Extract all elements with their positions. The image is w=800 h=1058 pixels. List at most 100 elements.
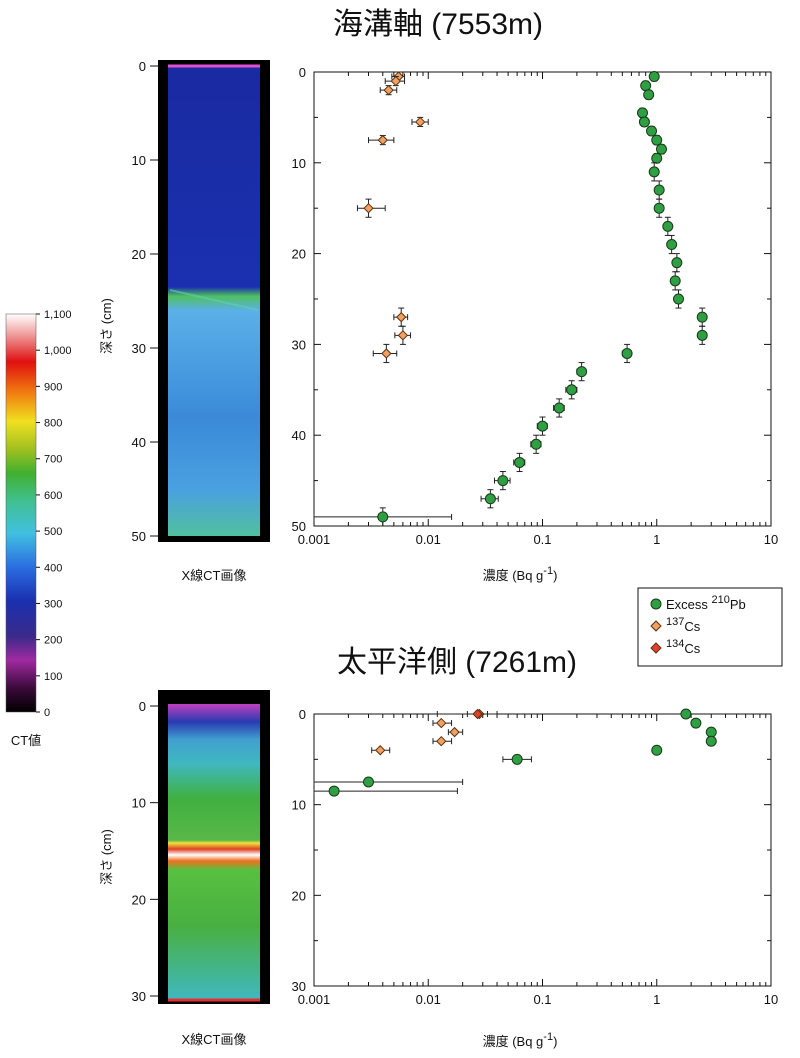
colorbar-tick-label: 500 <box>44 526 62 538</box>
panel1-point-excess-210pb <box>653 202 665 214</box>
panel1-point-excess-210pb <box>553 402 565 414</box>
panel2-ct-tick-label: 0 <box>139 699 146 714</box>
panel2-plot-frame <box>313 713 772 987</box>
legend-134cs-marker <box>650 642 662 654</box>
panel1-point-excess-210pb <box>669 275 681 287</box>
panel1-core-layer <box>169 289 259 311</box>
panel2-xtick-label: 0.001 <box>298 992 331 1007</box>
panel1-point-137cs <box>390 75 402 87</box>
panel1-point-excess-210pb <box>566 384 578 396</box>
panel2-title: 太平洋側 (7261m) <box>337 646 577 679</box>
panel2-ct-tick-label: 10 <box>132 796 146 811</box>
panel2-point-excess-210pb <box>705 735 717 747</box>
panel1-point-137cs <box>383 84 394 96</box>
panel1-point-excess-210pb <box>643 89 655 101</box>
panel1-ct-tick-label: 30 <box>132 341 146 356</box>
colorbar-tick-label: 700 <box>44 454 62 466</box>
panel1-ytick-label: 0 <box>299 65 306 80</box>
panel1-point-excess-210pb <box>648 71 660 83</box>
panel1-point-excess-210pb <box>662 220 674 232</box>
panel1-xtick-label: 10 <box>764 532 778 547</box>
panel2-ytick-label: 20 <box>292 888 306 903</box>
panel1-point-137cs <box>414 116 426 128</box>
colorbar-tick-label: 1,000 <box>44 345 72 357</box>
panel2-ytick-label: 30 <box>292 979 306 994</box>
panel1-xtick-label: 0.01 <box>416 532 441 547</box>
panel1-point-excess-210pb <box>696 329 708 341</box>
panel2-point-excess-210pb <box>705 726 717 738</box>
panel1-point-137cs <box>397 330 409 341</box>
panel1-point-excess-210pb <box>377 511 389 523</box>
legend-137cs-marker <box>650 620 662 632</box>
panel2-core-scan <box>168 704 260 1000</box>
panel2-point-134cs <box>472 708 483 720</box>
panel1-ct-tick-label: 40 <box>132 435 146 450</box>
panel1-point-excess-210pb <box>530 438 542 450</box>
panel1-point-excess-210pb <box>655 143 667 155</box>
panel1-point-excess-210pb <box>636 107 648 119</box>
panel2-xtick-label: 1 <box>653 992 660 1007</box>
panel1-point-excess-210pb <box>537 420 548 432</box>
panel1-point-excess-210pb <box>646 125 658 137</box>
panel2-ct-depth-ticks: 0 10 20 30 <box>132 699 158 1004</box>
panel2-ylabel: 深さ (cm) <box>99 829 114 885</box>
panel1-ytick-label: 20 <box>292 247 306 262</box>
panel1-ct-image <box>158 60 270 542</box>
panel1-point-137cs <box>396 311 407 323</box>
panel1-point-excess-210pb <box>696 311 708 323</box>
panel2-point-excess-210pb <box>328 785 340 797</box>
panel1-image-label: X線CT画像 <box>181 568 246 583</box>
panel2-point-137cs <box>436 717 447 729</box>
colorbar-gradient <box>5 313 37 713</box>
colorbar-tick-label: 800 <box>44 418 62 430</box>
ct-colorbar: 1,100 1,000 900 800 700 600 500 400 300 200 100 0 C… <box>5 309 72 748</box>
legend-137cs-label: 137Cs <box>666 616 701 634</box>
panel1-point-excess-210pb <box>514 456 526 468</box>
colorbar-tick-label: 400 <box>44 562 62 574</box>
panel1-ct-tick-label: 10 <box>132 153 146 168</box>
panel1-xtick-label: 0.001 <box>298 532 331 547</box>
panel2-ytick-label: 0 <box>299 707 306 722</box>
panel1-xlabel: 濃度 (Bq g-1) <box>483 565 558 583</box>
panel1-ct-depth-ticks: 0 10 20 30 40 50 <box>132 59 158 544</box>
panel1-point-excess-210pb <box>671 257 683 269</box>
panel1-ytick-label: 30 <box>292 337 306 352</box>
panel2-ct-tick-label: 20 <box>132 892 146 907</box>
panel1-point-excess-210pb <box>638 116 650 128</box>
panel2-xlabel: 濃度 (Bq g-1) <box>483 1031 558 1049</box>
panel1-point-excess-210pb <box>666 239 678 251</box>
panel2-point-excess-210pb <box>363 776 375 788</box>
legend-134cs-label: 134Cs <box>666 638 701 656</box>
panel1-point-excess-210pb <box>653 184 665 196</box>
panel2-xtick-label: 0.1 <box>533 992 551 1007</box>
legend-210pb-label: Excess 210Pb <box>666 594 746 612</box>
legend: Excess 210Pb 137Cs 134Cs <box>637 587 783 667</box>
colorbar-tick-label: 100 <box>44 671 62 683</box>
panel1-point-137cs <box>377 134 388 146</box>
panel1-xtick-label: 1 <box>653 532 660 547</box>
panel1-ytick-label: 40 <box>292 428 306 443</box>
panel1-point-excess-210pb <box>484 493 496 505</box>
colorbar-tick-label: 600 <box>44 490 62 502</box>
legend-box <box>637 587 783 667</box>
panel1-point-excess-210pb <box>648 166 660 178</box>
panel2-point-137cs <box>436 735 447 747</box>
panel1-point-excess-210pb <box>576 366 588 378</box>
panel1-xtick-label: 0.1 <box>533 532 551 547</box>
panel1-ytick-label: 50 <box>292 519 306 534</box>
legend-210pb-marker <box>650 598 662 610</box>
panel2-xtick-label: 10 <box>764 992 778 1007</box>
panel1-point-excess-210pb <box>640 80 652 92</box>
panel1-ylabel: 深さ (cm) <box>99 298 114 354</box>
colorbar-tick-label: 200 <box>44 635 62 647</box>
panel1-point-137cs <box>381 348 392 359</box>
colorbar-label: CT値 <box>11 733 41 748</box>
panel2-ytick-label: 10 <box>292 798 306 813</box>
panel1-ct-tick-label: 0 <box>139 59 146 74</box>
panel2-point-excess-210pb <box>680 708 692 720</box>
panel1-ytick-label: 10 <box>292 156 306 171</box>
panel2-ct-tick-label: 30 <box>132 989 146 1004</box>
panel1-ct-tick-label: 50 <box>132 529 146 544</box>
panel1-point-excess-210pb <box>621 347 633 359</box>
